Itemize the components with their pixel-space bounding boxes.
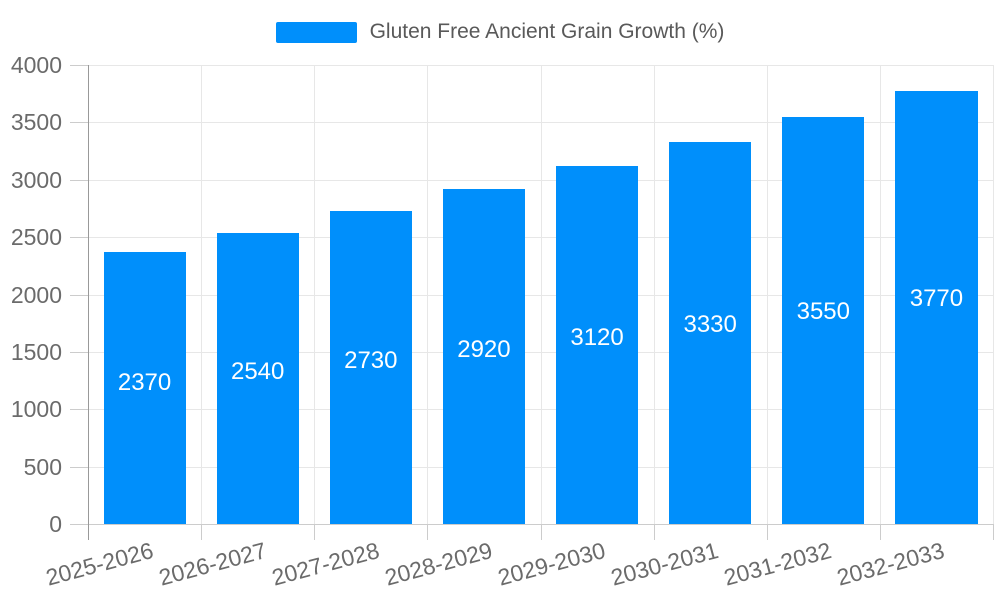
y-axis-tick xyxy=(70,409,88,411)
y-axis-tick xyxy=(70,294,88,296)
gridline-vertical xyxy=(879,65,881,524)
y-axis-tick-label: 1500 xyxy=(10,338,62,365)
gridline-vertical xyxy=(427,65,429,524)
x-axis-tick xyxy=(201,524,203,540)
x-axis-tick xyxy=(766,524,768,540)
y-axis-tick xyxy=(70,65,88,66)
y-axis-tick xyxy=(70,524,88,525)
bar[interactable]: 3330 xyxy=(669,141,752,524)
x-axis-tick xyxy=(314,524,316,540)
y-axis-tick-label: 2500 xyxy=(10,224,62,251)
bar[interactable]: 2730 xyxy=(329,210,412,524)
chart-title: Gluten Free Ancient Grain Growth (%) xyxy=(369,20,725,43)
gridline-vertical xyxy=(653,65,655,524)
bar[interactable]: 3550 xyxy=(782,116,865,524)
legend[interactable]: Gluten Free Ancient Grain Growth (%) xyxy=(0,20,1000,44)
bar[interactable]: 2920 xyxy=(442,188,525,524)
y-axis-tick-label: 500 xyxy=(23,453,62,480)
y-axis-tick xyxy=(70,179,88,181)
x-axis-tick xyxy=(879,524,881,540)
y-axis-tick xyxy=(70,237,88,239)
bar-value-label: 2920 xyxy=(457,335,511,363)
bar-value-label: 3770 xyxy=(909,285,964,313)
gridline-vertical xyxy=(540,65,542,524)
x-axis-tick xyxy=(427,524,429,540)
bar[interactable]: 2370 xyxy=(103,252,186,524)
gridline-vertical xyxy=(314,65,316,524)
y-axis-tick-label: 3500 xyxy=(10,109,62,136)
y-axis-tick xyxy=(70,351,88,353)
y-axis-tick xyxy=(70,122,88,124)
bar-value-label: 3550 xyxy=(796,298,850,326)
gridline-vertical xyxy=(993,65,994,524)
legend-swatch xyxy=(275,21,357,43)
y-axis-tick-label: 2000 xyxy=(10,281,62,308)
bar[interactable]: 3770 xyxy=(895,91,978,524)
gridline-vertical xyxy=(201,65,203,524)
y-axis-line xyxy=(88,65,89,540)
y-axis-tick-label: 4000 xyxy=(10,52,62,78)
y-axis-tick-label: 1000 xyxy=(10,396,62,423)
x-axis-tick xyxy=(653,524,655,540)
bar-value-label: 2730 xyxy=(344,347,398,375)
x-axis-tick xyxy=(540,524,542,540)
bar[interactable]: 3120 xyxy=(556,165,639,524)
bar-value-label: 2370 xyxy=(117,368,172,396)
y-axis-tick-label: 3000 xyxy=(10,166,62,193)
x-axis-tick xyxy=(993,524,994,540)
bar[interactable]: 2540 xyxy=(216,232,299,524)
gridline-vertical xyxy=(766,65,768,524)
bar-value-label: 3330 xyxy=(683,311,737,339)
y-axis-tick xyxy=(70,466,88,468)
y-axis-tick-label: 0 xyxy=(49,511,62,537)
bar-value-label: 2540 xyxy=(230,358,285,386)
bar-value-label: 3120 xyxy=(570,323,624,351)
